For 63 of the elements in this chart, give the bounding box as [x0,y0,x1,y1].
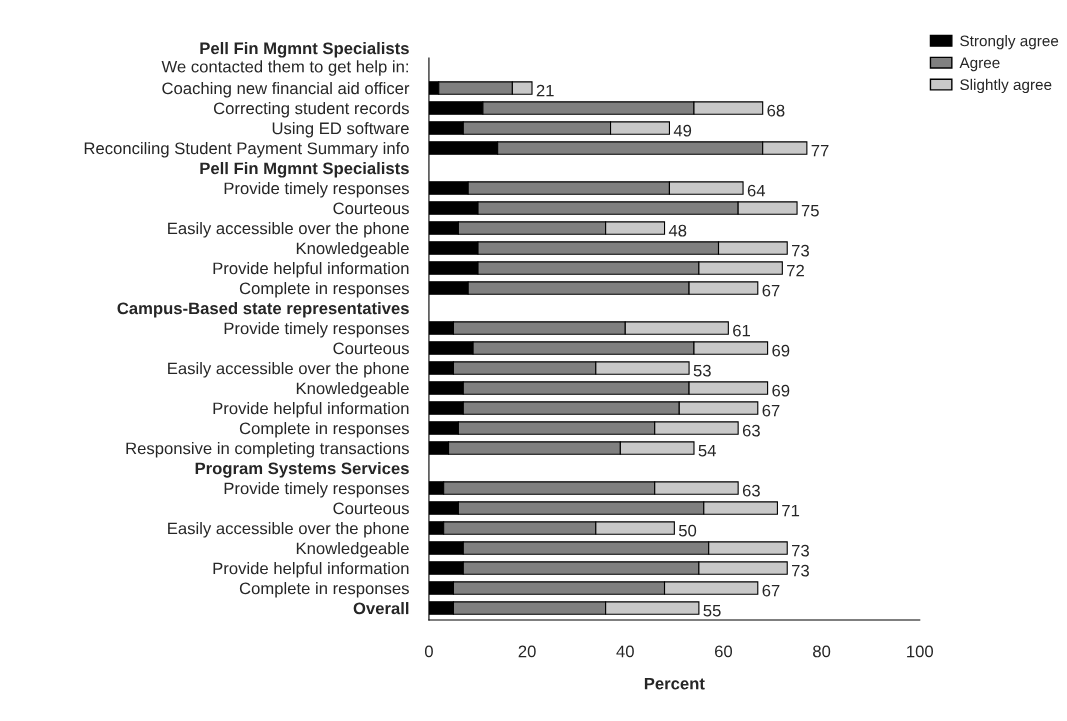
y-tick-label: Responsive in completing transactions [126,442,409,458]
y-tick-label: Provide helpful information [213,402,409,418]
total-label: 50 [678,524,697,537]
total-label: 71 [782,504,800,517]
total-label: 73 [792,244,809,257]
total-label: 67 [762,404,780,417]
x-tick-label: 20 [518,645,536,658]
total-label: 67 [762,284,780,297]
total-label: 77 [811,144,829,157]
x-axis-title: Percent [644,677,705,690]
y-tick-label: Complete in responses [239,282,409,298]
total-label: 64 [747,184,766,197]
y-tick-label: Provide timely responses [224,482,409,498]
total-label: 53 [693,364,711,377]
x-tick-label: 80 [813,645,831,658]
y-tick-label: Using ED software [272,122,409,138]
x-tick-label: 40 [616,645,634,658]
total-label: 54 [698,444,716,457]
y-tick-label: Courteous [333,202,409,215]
legend-label: Agree [959,57,1000,72]
y-tick-label: Reconciling Student Payment Summary info [84,142,409,158]
legend-label: Strongly agree [960,35,1059,50]
total-label: 63 [742,484,760,497]
total-label: 21 [536,84,554,97]
y-tick-label: Program Systems Services [195,462,409,478]
y-tick-label: Easily accessible over the phone [168,522,409,538]
y-tick-label: Overall [353,602,409,615]
x-tick-label: 0 [424,645,433,658]
total-label: 49 [673,124,692,137]
y-tick-label: Provide timely responses [224,182,409,198]
total-label: 72 [787,264,804,277]
text: We contacted them to get help in: [161,60,408,76]
x-tick-label: 100 [907,645,934,658]
y-tick-label: Complete in responses [239,422,409,438]
total-label: 63 [742,424,760,437]
total-label: 68 [767,104,785,117]
y-tick-label: Provide helpful information [213,562,409,578]
y-tick-label: Campus-Based state representatives [117,302,409,318]
total-label: 67 [762,584,780,597]
y-tick-label: Coaching new financial aid officer [162,82,410,98]
x-tick-label: 60 [715,645,733,658]
y-tick-label: Pell Fin Mgmnt Specialists [200,42,409,58]
y-tick-label: Provide helpful information [213,262,409,278]
total-label: 69 [772,384,790,397]
total-label: 73 [792,544,809,557]
y-tick-label: Knowledgeable [296,542,409,558]
total-label: 75 [801,204,819,217]
total-label: 48 [668,224,687,237]
legend-label: Slightly agree [960,78,1052,94]
total-label: 55 [703,604,721,617]
y-tick-label: Easily accessible over the phone [168,362,409,378]
y-tick-label: Knowledgeable [296,242,409,258]
y-tick-label: Complete in responses [239,582,409,598]
y-tick-label: Provide timely responses [224,322,409,338]
y-tick-label: Correcting student records [213,102,409,118]
total-label: 69 [772,344,790,357]
total-label: 73 [792,564,809,577]
y-tick-label: Knowledgeable [296,382,409,398]
y-tick-label: Pell Fin Mgmnt Specialists [200,162,409,178]
y-tick-label: Courteous [333,342,409,355]
total-label: 61 [733,324,750,337]
y-tick-label: Courteous [333,502,409,515]
y-tick-label: Easily accessible over the phone [168,222,409,238]
